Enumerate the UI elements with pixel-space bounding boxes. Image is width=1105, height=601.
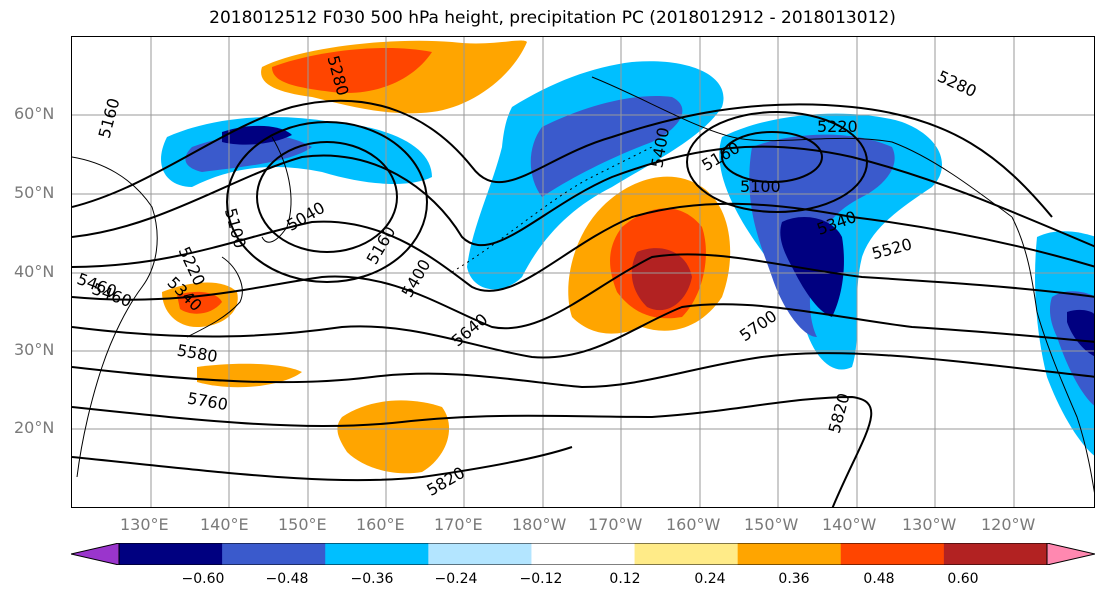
precip-positive-region: [631, 248, 692, 311]
lon-label: 130°E: [120, 515, 169, 534]
precip-negative-region: [222, 125, 292, 145]
contour-label: 5640: [448, 310, 491, 351]
precip-negative-region: [780, 217, 844, 317]
contour-label: 5700: [736, 306, 780, 345]
contour-label: 5460: [90, 279, 135, 311]
colorbar-tick-label: −0.60: [181, 571, 225, 587]
coastline-japan: [186, 256, 243, 338]
contour-label: 5100: [740, 177, 781, 196]
contour-line: [256, 141, 398, 253]
precip-negative-region: [1067, 309, 1094, 356]
colorbar-segments: [71, 543, 1095, 565]
precip-negative-region: [749, 134, 895, 337]
contour-label: 5040: [283, 198, 328, 235]
coastline-alaska: [591, 76, 1013, 218]
lon-label: 150°E: [278, 515, 327, 534]
contour-line: [72, 395, 873, 507]
contour-label: 5220: [817, 117, 858, 136]
figure-title: 2018012512 F030 500 hPa height, precipit…: [209, 8, 896, 28]
lon-label: 130°W: [902, 515, 957, 534]
lat-label: 60°N: [14, 104, 55, 123]
colorbar-swatch: [325, 543, 429, 565]
colorbar-tick-label: 0.12: [609, 571, 641, 587]
contour-label: 5520: [870, 234, 914, 263]
lon-label: 120°W: [981, 515, 1036, 534]
contour-label: 5820: [423, 463, 468, 500]
contour-label: 5280: [935, 67, 980, 101]
contour-line: [72, 303, 1094, 359]
colorbar-tick-label: 0.24: [694, 571, 726, 587]
height-contours: [72, 99, 1094, 507]
lon-label: 160°E: [356, 515, 405, 534]
coastlines: [72, 76, 1094, 493]
colorbar-tick-label: −0.12: [519, 571, 563, 587]
colorbar-tick-label: −0.48: [265, 571, 309, 587]
lon-label: 170°W: [588, 515, 643, 534]
precip-negative-region: [530, 96, 683, 197]
colorbar-tick-label: −0.36: [350, 571, 394, 587]
map-canvas: 5280 5160 5280 5220 5160 5100 5400 5040 …: [72, 37, 1094, 507]
precip-positive-region: [337, 400, 450, 474]
contour-label: 5160: [95, 96, 124, 140]
contour-line: [72, 145, 1094, 248]
lon-label: 180°W: [512, 515, 567, 534]
lat-label: 50°N: [14, 183, 55, 202]
colorbar-swatch: [222, 543, 326, 565]
colorbar-swatch: [943, 543, 1048, 565]
aleutian-islands: [451, 146, 653, 273]
lat-label: 20°N: [14, 418, 55, 437]
colorbar-tick-label: 0.36: [778, 571, 810, 587]
lon-label: 140°E: [200, 515, 249, 534]
colorbar-tick-label: −0.24: [434, 571, 478, 587]
colorbar-extend-high: [1046, 543, 1095, 565]
precip-positive-region: [197, 363, 302, 388]
lon-label: 140°W: [822, 515, 877, 534]
contour-line: [72, 99, 1053, 218]
contour-line: [72, 253, 1094, 330]
contour-line: [72, 352, 1094, 389]
lon-label: 170°E: [434, 515, 483, 534]
lat-label: 30°N: [14, 340, 55, 359]
colorbar-tick-label: 0.60: [947, 571, 979, 587]
colorbar-outline: [118, 543, 1048, 565]
colorbar-swatch: [428, 543, 532, 565]
lat-label: 40°N: [14, 262, 55, 281]
colorbar-swatch: [840, 543, 945, 565]
contour-label: 5400: [398, 256, 435, 301]
contour-line: [72, 202, 1094, 292]
contour-line: [721, 131, 823, 183]
map-panel: 5280 5160 5280 5220 5160 5100 5400 5040 …: [71, 36, 1095, 508]
graticule: [72, 37, 1094, 507]
precip-positive-region: [272, 47, 432, 93]
coastline-asia: [72, 156, 158, 478]
contour-line: [686, 111, 868, 213]
colorbar-swatch: [634, 543, 739, 565]
contour-label: 5580: [176, 340, 219, 366]
colorbar: [71, 543, 1095, 565]
colorbar-tick-label: 0.48: [863, 571, 895, 587]
coastline-north-america-west: [1011, 216, 1094, 493]
colorbar-extend-low: [71, 543, 120, 565]
contour-line: [226, 121, 428, 283]
colorbar-swatch: [119, 543, 223, 565]
coastline-kamchatka: [261, 136, 292, 243]
precip-shading: [161, 40, 1094, 474]
lon-label: 150°W: [744, 515, 799, 534]
contour-line: [72, 446, 573, 482]
colorbar-swatch: [737, 543, 842, 565]
colorbar-swatch: [531, 543, 636, 565]
contour-label: 5760: [186, 388, 229, 414]
lon-label: 160°W: [666, 515, 721, 534]
